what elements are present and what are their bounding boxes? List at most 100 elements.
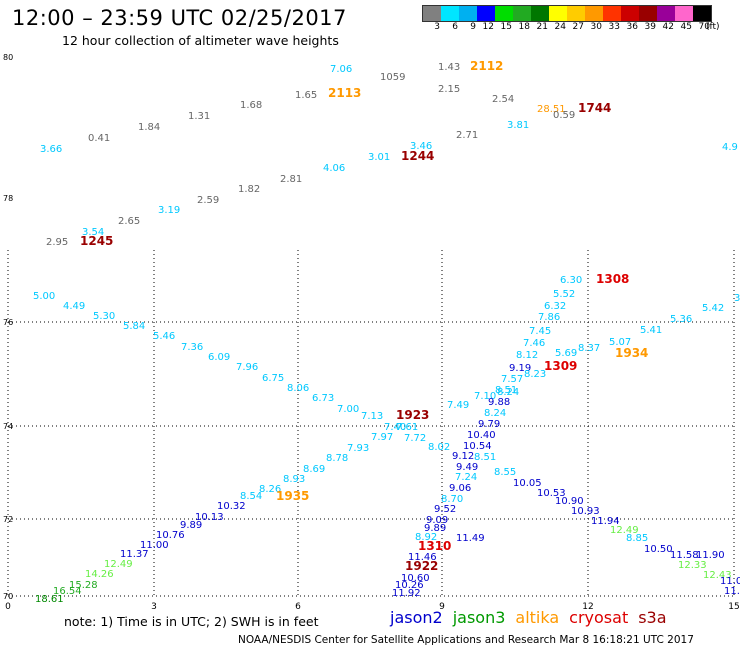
y-tick-label: 72 [3,515,13,524]
swh-value-label: 8.37 [578,343,600,354]
swh-value-label: 7.72 [404,433,426,444]
swh-value-label: 11.37 [120,549,149,560]
time-label: 1310 [418,539,451,553]
color-swatch [513,6,531,21]
swh-value-label: 8.93 [283,474,305,485]
swh-value-label: 11.58 [670,550,699,561]
satellite-legend-cryosat: cryosat [569,608,629,627]
swh-value-label: 8.24 [484,408,506,419]
y-tick-label: 78 [3,194,13,203]
swh-value-label: 9.49 [456,462,478,473]
swh-value-label: 8.54 [240,491,262,502]
y-tick-label: 70 [3,592,13,601]
color-scale-label: 70 [698,22,710,32]
color-scale-label: 3 [434,22,440,32]
swh-value-label: 8.78 [326,453,348,464]
swh-value-label: 11.92 [392,588,421,599]
swh-value-label: 18.61 [35,594,64,605]
swh-value-label: 10.40 [467,430,496,441]
swh-value-label: 8.02 [428,442,450,453]
color-swatch [441,6,459,21]
swh-value-label: 5.52 [553,289,575,300]
swh-value-label: 7.86 [538,312,560,323]
swh-value-label: 9.89 [424,523,446,534]
swh-value-label: 2.54 [492,94,514,105]
color-swatch [621,6,639,21]
swh-value-label: 11.46 [408,552,437,563]
swh-value-label: 1.84 [138,122,160,133]
satellite-legend: jason2 jason3 altika cryosat s3a [390,608,677,627]
swh-value-label: 12.33 [678,560,707,571]
swh-value-label: 5.84 [123,321,145,332]
swh-value-label: 2.81 [280,174,302,185]
swh-value-label: 6.73 [312,393,334,404]
swh-value-label: 10. [0,0,16,3]
swh-value-label: 16.54 [53,586,82,597]
color-scale-label: 27 [572,22,584,32]
color-scale-label: 30 [590,22,602,32]
swh-value-label: 7.96 [236,362,258,373]
swh-value-label: 8.51 [495,385,517,396]
swh-value-label: 1.43 [438,62,460,73]
color-swatch [693,6,711,21]
color-swatch [603,6,621,21]
swh-value-label: 8.24 [497,387,519,398]
x-tick-label: 3 [151,602,157,612]
color-swatch [477,6,495,21]
swh-value-label: 1.82 [238,184,260,195]
time-label: 1922 [405,559,438,573]
swh-value-label: 2.65 [118,216,140,227]
color-scale-label: 42 [662,22,674,32]
color-swatch [531,6,549,21]
swh-value-label: 0.59 [553,110,575,121]
swh-value-label: 5.69 [555,348,577,359]
time-label: 1934 [615,346,648,360]
map-title: 12:00 – 23:59 UTC 02/25/2017 [12,6,347,30]
color-swatch [549,6,567,21]
swh-value-label: 5.41 [640,325,662,336]
swh-value-label: 11.94 [591,516,620,527]
y-tick-label: 74 [3,422,13,431]
swh-value-label: 10.32 [217,501,246,512]
color-scale-labels: 3 6 9 12 15 18 21 24 27 30 33 36 39 42 45 70 [422,22,710,32]
swh-value-label: 10.93 [571,506,600,517]
swh-value-label: 8.26 [259,484,281,495]
swh-value-label: 10.76 [156,530,185,541]
swh-value-label: 0.41 [88,133,110,144]
color-scale-label: 39 [644,22,656,32]
color-scale-label: 9 [470,22,476,32]
swh-value-label: 7.10 [474,391,496,402]
color-swatch [585,6,603,21]
color-scale-label: 36 [626,22,638,32]
swh-value-label: 4.9 [722,142,738,153]
swh-value-label: 8.70 [441,494,463,505]
time-label: 1245 [80,234,113,248]
swh-value-label: 11.90 [696,550,725,561]
swh-value-label: 2.71 [456,130,478,141]
swh-value-label: 8.12 [516,350,538,361]
swh-value-label: 9.79 [478,419,500,430]
satellite-legend-jason2: jason2 [390,608,443,627]
swh-value-label: 2.59 [197,195,219,206]
swh-value-label: 7.61 [396,422,418,433]
y-tick-label: 80 [3,53,13,62]
footer-note: note: 1) Time is in UTC; 2) SWH is in fe… [64,614,319,629]
swh-value-label: 12.49 [104,559,133,570]
swh-value-label: 7.49 [447,400,469,411]
swh-value-label: 9.06 [449,483,471,494]
swh-value-label: 2.15 [438,84,460,95]
swh-value-label: 6.30 [560,275,582,286]
swh-value-label: 10.54 [463,441,492,452]
time-label: 2113 [328,86,361,100]
time-label: 1308 [596,272,629,286]
swh-value-label: 5.07 [609,337,631,348]
swh-value-label: 6.75 [262,373,284,384]
swh-value-label: 6.09 [208,352,230,363]
color-scale-legend [422,5,712,22]
swh-value-label: 8.55 [494,467,516,478]
swh-value-label: 7.13 [361,411,383,422]
swh-value-label: 10.13 [195,512,224,523]
color-scale-label: 18 [518,22,530,32]
swh-value-label: 4.06 [323,163,345,174]
